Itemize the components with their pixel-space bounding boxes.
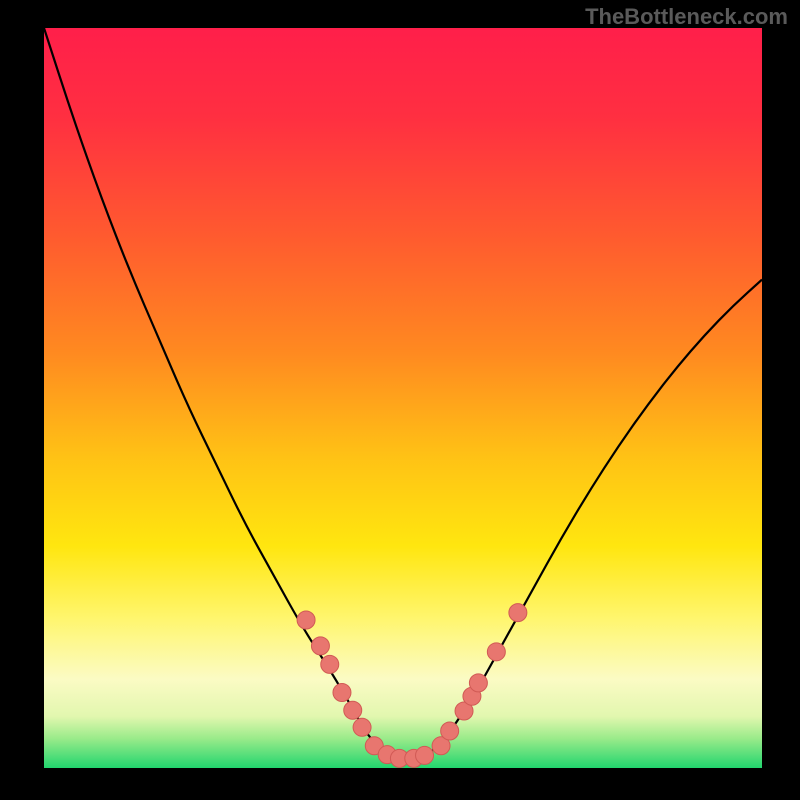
curve-marker — [353, 718, 371, 736]
curve-marker — [311, 637, 329, 655]
curve-marker — [509, 604, 527, 622]
curve-marker — [416, 746, 434, 764]
curve-marker — [333, 684, 351, 702]
chart-svg — [44, 28, 762, 768]
watermark-text: TheBottleneck.com — [585, 4, 788, 30]
bottleneck-chart — [44, 28, 762, 768]
curve-marker — [344, 701, 362, 719]
curve-marker — [441, 722, 459, 740]
curve-marker — [487, 643, 505, 661]
curve-marker — [321, 655, 339, 673]
curve-marker — [297, 611, 315, 629]
curve-marker — [469, 674, 487, 692]
